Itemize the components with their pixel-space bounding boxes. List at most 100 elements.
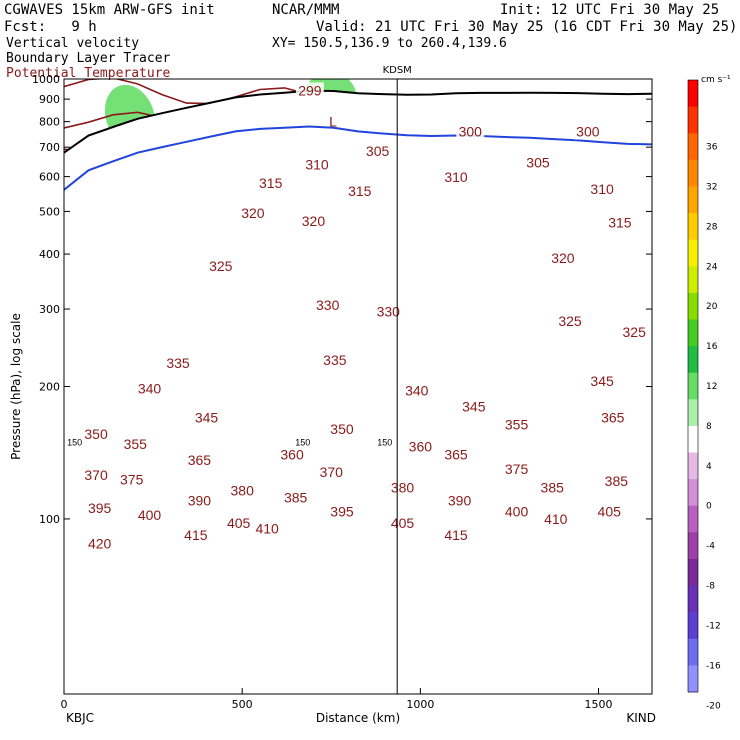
isentrope-label: 405 <box>227 515 251 531</box>
isentrope-label: 330 <box>316 297 340 313</box>
y-tick-label: 800 <box>39 116 60 129</box>
colorbar-tick-label: 20 <box>706 302 718 312</box>
isentrope-label-bg <box>327 503 356 520</box>
isentrope-label-bg <box>363 143 392 160</box>
x-tick-label: 1000 <box>406 698 434 711</box>
valid-time: Valid: 21 UTC Fri 30 May 25 (16 CDT Fri … <box>316 19 738 35</box>
isentrope-label: 325 <box>558 313 582 329</box>
colorbar-swatch <box>688 425 698 454</box>
isentrope-label: 320 <box>241 205 265 221</box>
isentrope-label: 310 <box>305 156 329 172</box>
isentrope-label-bg <box>605 214 634 231</box>
isentrope-label: 395 <box>88 500 112 516</box>
isentrope-label-bg <box>442 169 470 186</box>
colorbar-tick-label: 12 <box>706 382 717 392</box>
y-tick-label: 1000 <box>32 73 60 86</box>
isentrope-label: 380 <box>231 483 255 499</box>
isentrope-label-bg <box>523 154 552 171</box>
isentrope-label-bg <box>317 463 346 480</box>
tropopause-label: 150 <box>377 437 392 447</box>
isentrope-label-bg <box>588 372 617 389</box>
isentrope-label-bg <box>374 303 403 320</box>
colorbar-swatch <box>688 479 698 507</box>
colorbar-swatch <box>688 346 698 374</box>
isentrope-label-bg <box>327 421 356 438</box>
isentrope-label-bg <box>82 466 111 483</box>
isentrope-label-bg <box>313 297 342 314</box>
isentrope-label-bg <box>502 503 531 520</box>
colorbar-tick-label: -20 <box>706 701 721 711</box>
isentrope-label-bg <box>253 520 282 537</box>
isentrope-label: 385 <box>284 489 308 505</box>
isentrope-label: 335 <box>166 355 190 371</box>
isentrope-label-bg <box>224 514 253 531</box>
isentrope-label: 320 <box>551 250 575 266</box>
ground-below <box>64 90 652 694</box>
field-vertical-velocity: Vertical velocity <box>6 36 140 51</box>
isentrope-label: 355 <box>505 416 529 432</box>
y-tick-label: 300 <box>39 303 60 316</box>
isentrope-label: 300 <box>459 123 483 139</box>
x-tick-label: 500 <box>232 698 253 711</box>
isentrope-label-bg <box>588 181 617 198</box>
isentrope-label: 345 <box>195 410 219 426</box>
isentrope-label: 365 <box>444 447 468 463</box>
colorbar-tick-label: -12 <box>706 621 721 631</box>
colorbar-swatch <box>688 186 698 214</box>
isentrope-label: 335 <box>323 352 347 368</box>
isentrope-label-bg <box>345 183 374 200</box>
isentrope-label-bg <box>85 535 114 552</box>
isentrope-label-bg <box>388 479 417 496</box>
colorbar-tick-label: -4 <box>706 542 715 552</box>
isentrope-label-bg <box>595 503 624 520</box>
isentrope-label: 345 <box>462 399 486 415</box>
isentrope-label: 410 <box>544 511 568 527</box>
colorbar-swatch <box>688 532 698 560</box>
isentrope-label-bg <box>456 123 485 140</box>
isentrope-label: 415 <box>184 527 208 543</box>
isentrope-label-bg <box>295 82 324 99</box>
isentrope-label-bg <box>442 446 470 463</box>
colorbar-tick-label: -8 <box>706 582 715 592</box>
colorbar-swatch <box>688 558 698 587</box>
colorbar-tick-label: 24 <box>706 262 718 272</box>
isentrope-label-bg <box>228 482 257 499</box>
colorbar-swatch <box>688 612 698 640</box>
colorbar-tick-label: 32 <box>706 182 717 192</box>
isentrope-label: 345 <box>590 373 614 389</box>
isentrope-label-bg <box>185 492 214 509</box>
station-label-right: KIND <box>626 711 656 725</box>
isentrope-label: 350 <box>84 426 108 442</box>
colorbar-units: cm s⁻¹ <box>701 75 731 85</box>
isentrope-label-bg <box>82 425 111 442</box>
isentrope-label: 355 <box>124 436 148 452</box>
isentrope-label-bg <box>538 479 567 496</box>
colorbar-swatch <box>688 133 698 161</box>
station-label-left: KBJC <box>66 711 94 725</box>
isentrope-label: 390 <box>188 493 212 509</box>
isentrope-label: 400 <box>138 507 162 523</box>
isentrope-label: 370 <box>84 467 108 483</box>
isentrope-label-bg <box>541 510 570 527</box>
colorbar-swatch <box>688 505 698 533</box>
isentrope-label-bg <box>135 507 164 524</box>
isentrope-label: 385 <box>605 473 629 489</box>
isentrope-label: 400 <box>505 503 529 519</box>
x-tick-label: 1500 <box>585 698 613 711</box>
isentrope-label-bg <box>459 398 488 415</box>
y-tick-label: 400 <box>39 248 60 261</box>
isentrope-label: 325 <box>209 258 233 274</box>
colorbar-swatch <box>688 159 698 187</box>
isentrope-label-bg <box>502 416 531 433</box>
isentrope-label: 395 <box>330 503 354 519</box>
isentrope-label: 305 <box>526 154 550 170</box>
isentrope-label-bg <box>442 526 470 543</box>
isentrope-label: 315 <box>608 214 632 230</box>
isentrope-label: 365 <box>188 452 212 468</box>
colorbar-tick-label: 36 <box>706 143 718 153</box>
isentrope-label-bg <box>85 499 114 516</box>
isentrope-label: 350 <box>330 421 354 437</box>
isentrope-label-bg <box>256 175 285 192</box>
isentrope-label-bg <box>238 204 267 221</box>
